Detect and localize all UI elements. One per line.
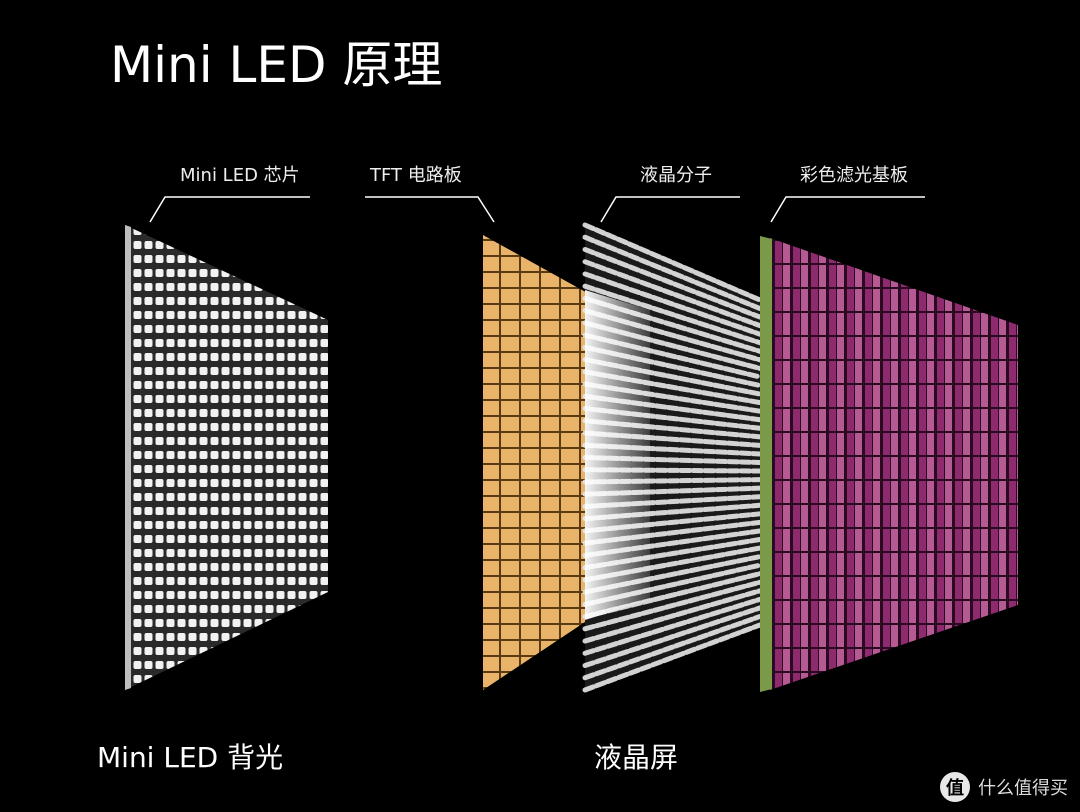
color-filter-substrate xyxy=(760,236,1018,692)
lc-molecule-row xyxy=(582,605,763,669)
leader-line-filter xyxy=(770,196,925,223)
lc-molecule-row xyxy=(582,259,763,329)
callout-color-filter: 彩色滤光基板 xyxy=(800,165,908,186)
callout-mini-led-chip: Mini LED 芯片 xyxy=(180,165,300,186)
leader-line-lc xyxy=(600,196,740,223)
watermark: 值 什么值得买 xyxy=(940,772,1068,802)
callout-liquid-crystal: 液晶分子 xyxy=(640,165,712,186)
mini-led-backlight-panel xyxy=(125,225,328,690)
lc-molecule-row xyxy=(582,613,763,681)
liquid-crystal-layer xyxy=(582,222,763,693)
page-title: Mini LED 原理 xyxy=(110,36,443,94)
leader-line-tft xyxy=(365,196,495,223)
lc-molecule-row xyxy=(582,588,763,644)
lc-molecule-row xyxy=(582,283,763,346)
lc-molecule-row xyxy=(582,271,763,337)
lc-molecule-row xyxy=(582,246,763,320)
label-mini-led-backlight: Mini LED 背光 xyxy=(97,741,284,774)
lc-molecule-row xyxy=(582,234,763,312)
tft-circuit-board xyxy=(483,235,600,690)
label-lcd-screen: 液晶屏 xyxy=(594,741,679,774)
smzdm-logo-icon: 值 xyxy=(940,772,970,802)
leader-line-chip xyxy=(149,196,310,223)
lc-molecule-row xyxy=(582,596,763,656)
watermark-text: 什么值得买 xyxy=(978,778,1068,799)
callout-tft-board: TFT 电路板 xyxy=(370,165,462,186)
lc-molecule-row xyxy=(582,579,763,632)
lc-molecule-row xyxy=(582,622,763,693)
lc-molecule-row xyxy=(582,222,763,303)
